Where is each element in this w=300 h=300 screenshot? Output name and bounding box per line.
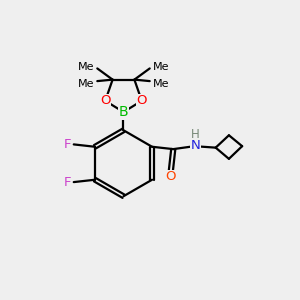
Text: Me: Me xyxy=(153,62,169,72)
Text: F: F xyxy=(64,138,72,151)
Text: O: O xyxy=(136,94,147,107)
Text: F: F xyxy=(64,176,72,189)
Text: N: N xyxy=(190,139,200,152)
Text: O: O xyxy=(100,94,110,107)
Text: Me: Me xyxy=(78,79,94,89)
Text: Me: Me xyxy=(78,62,94,72)
Text: Me: Me xyxy=(153,79,169,89)
Text: O: O xyxy=(166,170,176,183)
Text: H: H xyxy=(191,128,200,142)
Text: B: B xyxy=(119,105,128,119)
